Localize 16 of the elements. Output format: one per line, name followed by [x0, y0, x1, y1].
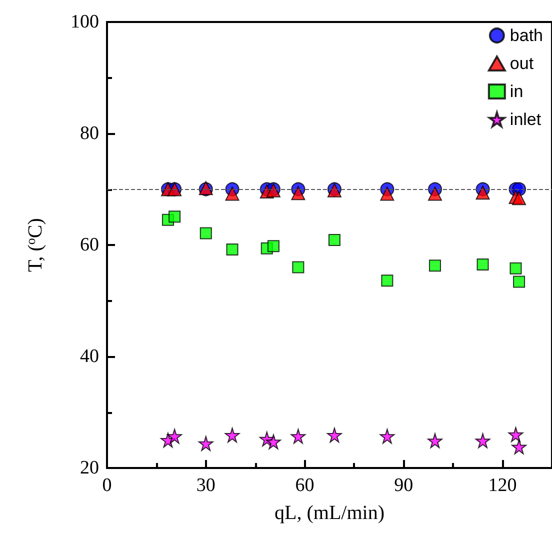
- legend-label: out: [510, 54, 534, 73]
- y-tick-label: 60: [80, 234, 99, 256]
- y-tick-label: 100: [70, 12, 99, 32]
- y-tick-label: 40: [80, 346, 99, 367]
- x-tick-label: 60: [295, 475, 314, 496]
- x-axis-title: qL, (mL/min): [274, 502, 384, 524]
- y-axis-title: T, (oC): [23, 218, 46, 272]
- y-tick-label: 80: [80, 123, 99, 144]
- legend-label: inlet: [510, 110, 542, 129]
- x-tick-label: 90: [394, 475, 414, 496]
- x-tick-label: 30: [196, 475, 216, 496]
- legend-label: in: [510, 82, 524, 101]
- x-tick-label: 0: [102, 475, 112, 496]
- x-tick-label: 120: [488, 475, 517, 496]
- legend-label: bath: [510, 26, 544, 45]
- y-tick-label: 20: [80, 458, 99, 478]
